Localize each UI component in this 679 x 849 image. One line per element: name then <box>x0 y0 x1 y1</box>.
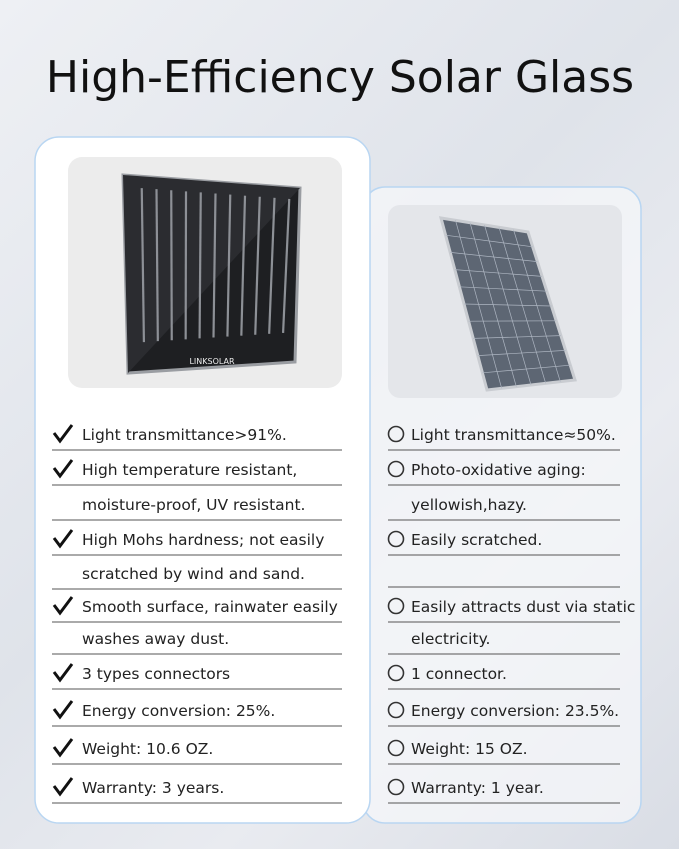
panel-stripe <box>155 189 159 342</box>
panel-stripe <box>268 197 276 334</box>
feature-text: Light transmittance≈50%. <box>411 426 616 444</box>
circle-icon <box>387 701 405 719</box>
circle-icon <box>387 739 405 757</box>
circle-icon <box>387 597 405 615</box>
panel-stripe <box>240 195 247 336</box>
feature-text: Easily attracts dust via static <box>411 598 635 616</box>
feature-text: Smooth surface, rainwater easily <box>82 598 338 616</box>
check-icon <box>52 459 74 479</box>
glass-panel: LINKSOLAR <box>121 173 302 375</box>
panel-grid <box>482 364 571 374</box>
feature-text: Weight: 15 OZ. <box>411 740 528 758</box>
panel-stripe <box>140 188 146 343</box>
circle-icon <box>387 530 405 548</box>
feature-text: High temperature resistant, <box>82 461 297 479</box>
feature-text: High Mohs hardness; not easily <box>82 531 324 549</box>
panel-stripe <box>281 198 291 333</box>
panel-grid <box>450 252 538 262</box>
feature-text: 3 types connectors <box>82 665 230 683</box>
panel-stripe <box>254 196 261 335</box>
panel-grid <box>477 350 566 356</box>
panel-stripe <box>198 192 202 339</box>
feature-text: Light transmittance>91%. <box>82 426 287 444</box>
check-icon <box>52 596 74 616</box>
feature-text: moisture-proof, UV resistant. <box>82 496 305 514</box>
title: High-Efficiency Solar Glass <box>46 52 634 103</box>
feature-text: Energy conversion: 25%. <box>82 702 275 720</box>
feature-text: washes away dust. <box>82 630 229 648</box>
panel-stripe <box>170 190 173 341</box>
feature-text: scratched by wind and sand. <box>82 565 305 583</box>
check-icon <box>52 663 74 683</box>
circle-icon <box>387 425 405 443</box>
poly-panel <box>438 216 577 392</box>
panel-grid <box>459 286 547 292</box>
panel-grid <box>473 335 561 339</box>
panel-brand: LINKSOLAR <box>189 357 235 366</box>
feature-text: yellowish,hazy. <box>411 496 527 514</box>
feature-text: Warranty: 1 year. <box>411 779 544 797</box>
check-icon <box>52 424 74 444</box>
circle-icon <box>387 460 405 478</box>
circle-icon <box>387 664 405 682</box>
panel-grid <box>463 303 552 307</box>
feature-text: Photo-oxidative aging: <box>411 461 586 479</box>
panel-grid <box>454 269 543 277</box>
feature-text: electricity. <box>411 630 490 648</box>
panel-grid <box>445 234 533 248</box>
feature-text: Energy conversion: 23.5%. <box>411 702 619 720</box>
check-icon <box>52 529 74 549</box>
panel-stripe <box>226 194 232 337</box>
circle-icon <box>387 778 405 796</box>
feature-text: Warranty: 3 years. <box>82 779 224 797</box>
check-icon <box>52 738 74 758</box>
feature-text: 1 connector. <box>411 665 507 683</box>
check-icon <box>52 700 74 720</box>
check-icon <box>52 777 74 797</box>
panel-stripe <box>212 193 217 338</box>
feature-text: Easily scratched. <box>411 531 542 549</box>
feature-text: Weight: 10.6 OZ. <box>82 740 213 758</box>
